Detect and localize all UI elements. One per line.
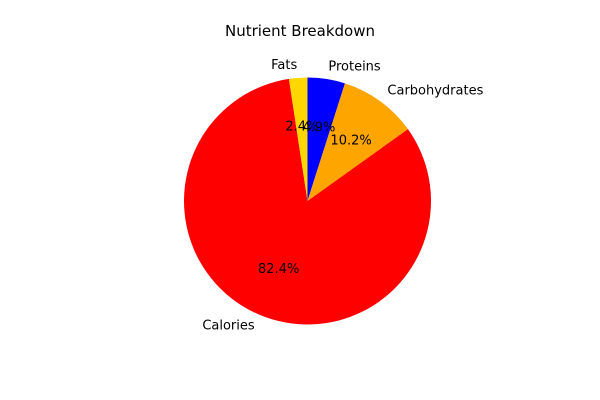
- slice-pct-carbohydrates: 10.2%: [330, 134, 371, 149]
- slice-label-fats: Fats: [271, 58, 297, 73]
- chart-title: Nutrient Breakdown: [224, 22, 376, 40]
- slice-pct-proteins: 4.9%: [302, 120, 335, 135]
- pie-slices: [184, 77, 431, 325]
- pie-slice-calories: [184, 78, 431, 325]
- slice-label-carbohydrates: Carbohydrates: [387, 84, 483, 99]
- slice-pct-calories: 82.4%: [258, 262, 299, 277]
- pie-labels: Proteins 4.9% Carbohydrates 10.2% Calories 82…: [202, 58, 483, 334]
- pie-slice-proteins: [307, 77, 345, 201]
- pie-slice-carbohydrates: [307, 83, 408, 201]
- slice-pct-fats: 2.4%: [285, 120, 318, 135]
- slice-label-calories: Calories: [202, 319, 255, 334]
- pie-slice-fats: [288, 77, 308, 201]
- slice-label-proteins: Proteins: [328, 59, 381, 74]
